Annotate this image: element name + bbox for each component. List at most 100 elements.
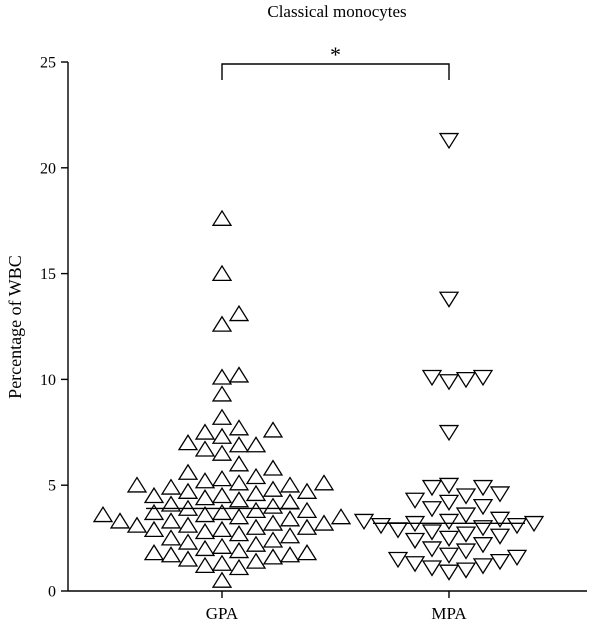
y-tick-label-4: 20 [40,160,56,177]
data-point-mpa-31 [472,537,494,554]
data-point-mpa-10 [489,486,511,503]
data-point-gpa-18 [262,459,284,476]
data-point-gpa-40 [245,501,267,518]
data-point-mpa-42 [438,564,460,581]
data-point-mpa-6 [438,424,460,442]
data-point-gpa-64 [177,533,199,550]
data-point-gpa-28 [262,480,284,497]
data-point-gpa-38 [262,497,284,514]
data-point-gpa-20 [245,467,267,485]
data-point-gpa-29 [177,482,199,499]
significance-star: * [330,42,341,67]
data-point-mpa-16 [455,507,477,524]
data-point-gpa-4 [228,366,250,383]
data-point-gpa-67 [194,539,216,557]
data-point-gpa-66 [211,537,233,554]
data-point-gpa-6 [211,385,233,402]
data-point-gpa-15 [194,440,216,457]
y-tick-label-0: 0 [48,584,56,601]
data-point-mpa-34 [438,547,460,564]
data-point-gpa-8 [228,419,250,436]
significance-bracket [221,63,450,80]
data-point-gpa-54 [126,516,148,533]
data-point-gpa-48 [279,510,301,527]
data-point-mpa-5 [438,374,460,391]
data-point-gpa-53 [177,516,199,533]
data-point-gpa-14 [245,436,267,453]
data-point-mpa-7 [438,477,460,495]
data-point-mpa-27 [455,526,477,543]
data-point-gpa-25 [279,476,301,493]
data-point-mpa-28 [489,528,511,545]
data-point-mpa-18 [438,513,460,531]
data-point-mpa-15 [421,501,443,518]
data-points [92,132,545,588]
data-point-mpa-11 [455,488,477,505]
data-point-gpa-49 [160,512,182,529]
y-tick-label-5: 25 [40,55,56,72]
y-tick-label-2: 10 [40,372,56,389]
data-point-gpa-47 [330,508,352,525]
bracket-line [221,63,450,80]
data-point-gpa-3 [211,315,233,332]
data-point-gpa-68 [228,541,250,559]
median-lines [146,507,525,524]
data-point-mpa-25 [387,522,409,539]
data-point-gpa-10 [194,423,216,440]
data-point-gpa-26 [126,476,148,493]
data-point-gpa-42 [211,503,233,521]
data-point-gpa-37 [160,495,182,512]
data-point-gpa-21 [211,469,233,487]
data-point-mpa-41 [455,562,477,579]
data-point-gpa-52 [313,514,335,531]
data-point-mpa-14 [472,498,494,516]
data-point-gpa-57 [211,520,233,538]
data-point-mpa-22 [506,518,528,535]
data-point-gpa-11 [211,427,233,444]
data-point-gpa-19 [177,463,199,480]
data-point-mpa-23 [370,518,392,535]
data-point-gpa-17 [228,455,250,472]
data-point-gpa-50 [109,512,131,529]
data-point-mpa-4 [455,372,477,389]
data-point-gpa-31 [245,484,267,502]
x-categories: GPA MPA [206,591,467,623]
data-point-gpa-60 [228,524,250,542]
data-point-mpa-30 [404,532,426,550]
data-point-gpa-1 [211,264,233,281]
y-ticks: 0 5 10 15 20 25 [40,55,68,601]
data-point-gpa-24 [313,474,335,491]
data-point-gpa-78 [228,558,250,576]
data-point-mpa-24 [472,520,494,537]
data-point-gpa-55 [245,518,267,535]
data-point-gpa-32 [211,486,233,504]
data-point-gpa-12 [177,434,199,451]
data-point-mpa-29 [438,530,460,547]
data-point-gpa-71 [160,546,182,563]
data-point-mpa-39 [472,558,494,575]
data-point-gpa-34 [194,489,216,506]
data-point-gpa-23 [228,474,250,491]
data-point-gpa-76 [211,554,233,571]
data-point-gpa-77 [194,556,216,574]
data-point-mpa-9 [472,479,494,497]
data-point-mpa-2 [421,369,443,387]
data-point-gpa-41 [296,501,318,518]
data-point-gpa-45 [92,505,114,523]
data-point-gpa-61 [279,527,301,544]
data-point-mpa-37 [489,553,511,571]
data-point-mpa-19 [353,513,375,531]
y-tick-label-1: 5 [48,478,56,495]
data-point-gpa-5 [211,368,233,385]
data-point-gpa-63 [262,531,284,548]
data-point-gpa-62 [160,529,182,546]
data-point-mpa-40 [421,560,443,577]
data-point-gpa-79 [211,571,233,588]
data-point-gpa-74 [177,550,199,567]
data-point-mpa-38 [404,556,426,573]
x-category-label-0: GPA [206,604,239,623]
data-point-gpa-9 [262,421,284,438]
data-point-gpa-72 [279,546,301,563]
data-point-gpa-13 [228,436,250,453]
